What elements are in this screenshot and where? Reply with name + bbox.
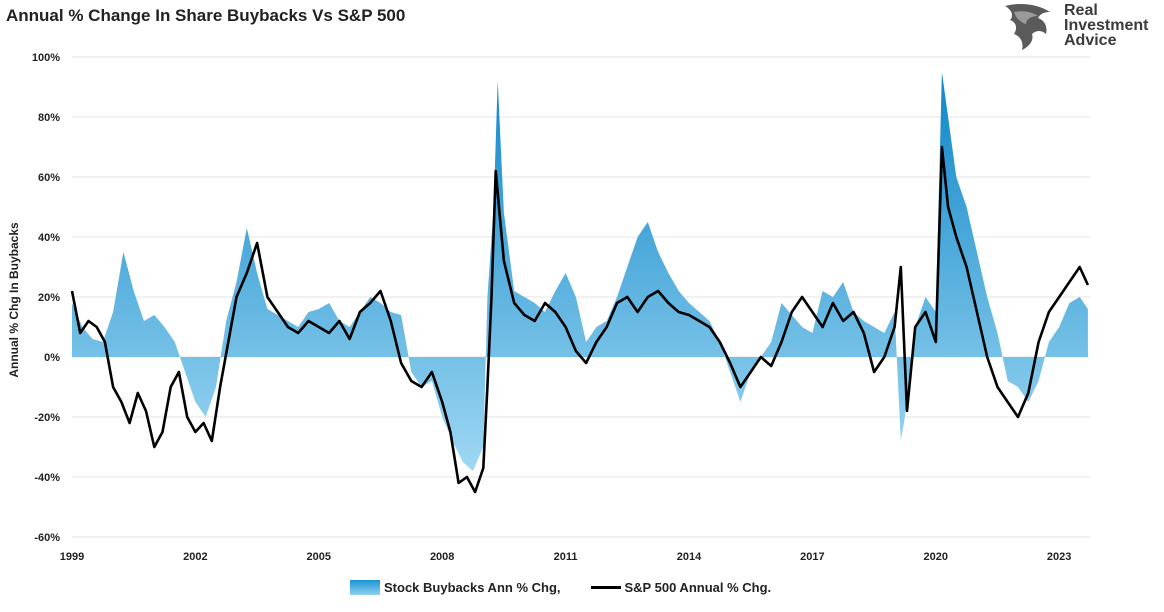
y-tick-label: -40% [34,472,60,484]
legend: Stock Buybacks Ann % Chg, S&P 500 Annual… [350,580,771,595]
x-tick-label: 2002 [183,551,207,563]
legend-swatch-sp500 [590,586,621,589]
chart-title: Annual % Change In Share Buybacks Vs S&P… [6,6,406,25]
y-tick-label: 40% [38,232,60,244]
x-tick-label: 2008 [430,551,454,563]
x-tick-label: 1999 [60,551,84,563]
y-tick-label: -60% [34,532,60,544]
x-tick-label: 2020 [924,551,948,563]
logo-text-line2: Investment [1064,17,1149,34]
x-tick-label: 2011 [554,551,578,563]
x-tick-label: 2017 [800,551,824,563]
y-tick-label: 80% [38,112,60,124]
legend-label-sp500: S&P 500 Annual % Chg. [624,580,772,595]
y-tick-label: -20% [34,412,60,424]
legend-label-buybacks: Stock Buybacks Ann % Chg, [384,580,561,595]
x-tick-label: 2014 [677,551,702,563]
series-area-buybacks [72,72,1088,471]
y-tick-label: 60% [38,172,60,184]
eagle-icon [1005,4,1050,50]
x-tick-label: 2023 [1047,551,1071,563]
y-tick-label: 20% [38,292,60,304]
legend-swatch-buybacks [350,580,380,595]
y-axis-label: Annual % Chg In Buybacks [7,222,21,378]
x-tick-label: 2005 [307,551,331,563]
series-line-sp500 [70,145,1090,494]
y-tick-label: 100% [32,52,60,64]
y-tick-label: 0% [44,352,60,364]
logo-text-line1: Real [1064,2,1098,19]
logo-text-line3: Advice [1064,32,1117,49]
